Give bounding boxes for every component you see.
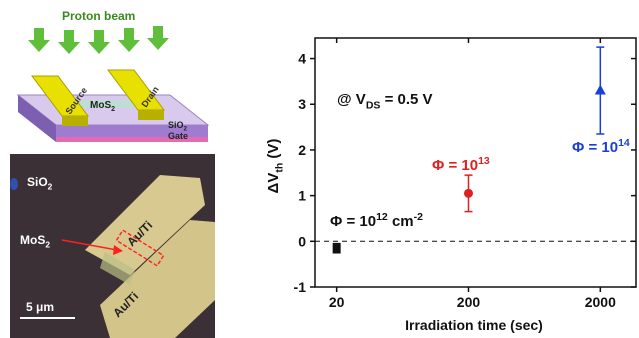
y-tick-label: -1 xyxy=(294,279,307,295)
y-tick-label: 3 xyxy=(298,96,306,112)
text-part: (V) xyxy=(265,139,282,163)
text-part: DS xyxy=(366,100,381,112)
gate-label: Gate xyxy=(168,131,188,141)
text-part: SiO xyxy=(168,120,184,130)
text-part: 2 xyxy=(111,106,115,113)
text-part: Φ = 10 xyxy=(572,139,618,156)
y-tick-label: 0 xyxy=(298,233,306,249)
text-part: Φ = 10 xyxy=(330,213,376,230)
x-tick-label: 2000 xyxy=(585,294,616,310)
text-part: @ V xyxy=(337,91,366,108)
marker xyxy=(333,244,341,252)
x-tick-label: 20 xyxy=(329,294,345,310)
source-side xyxy=(62,116,88,126)
text-part: MoS xyxy=(20,233,45,247)
y-tick-label: 1 xyxy=(298,188,306,204)
marker xyxy=(464,189,473,198)
text-part: cm xyxy=(388,213,414,230)
text-part: ΔV xyxy=(265,173,282,194)
text-part: -2 xyxy=(414,211,423,223)
y-tick-label: 2 xyxy=(298,142,306,158)
particle xyxy=(10,178,18,190)
text-part: 13 xyxy=(478,155,490,167)
drain-side xyxy=(138,110,164,120)
text-part: 2 xyxy=(45,240,50,250)
text-part: Φ = 10 xyxy=(432,157,478,174)
text-part: MoS xyxy=(90,100,111,111)
y-tick-label: 4 xyxy=(298,51,306,67)
beam-label: Proton beam xyxy=(62,9,135,23)
text-part: 12 xyxy=(376,211,388,223)
text-part: 14 xyxy=(618,137,630,149)
x-axis-label: Irradiation time (sec) xyxy=(405,317,543,333)
micrograph: SiO2 MoS2 Au/Ti Au/Ti 5 μm xyxy=(10,154,215,338)
text-part: SiO xyxy=(27,175,48,189)
scale-bar-label: 5 μm xyxy=(26,300,54,314)
text-part: = 0.5 V xyxy=(380,91,432,108)
text-part: th xyxy=(274,163,286,173)
figure: Proton beam Source Drain MoS2 SiO2 Gate … xyxy=(0,0,639,338)
text-part: 2 xyxy=(48,182,53,192)
x-tick-label: 200 xyxy=(457,294,481,310)
